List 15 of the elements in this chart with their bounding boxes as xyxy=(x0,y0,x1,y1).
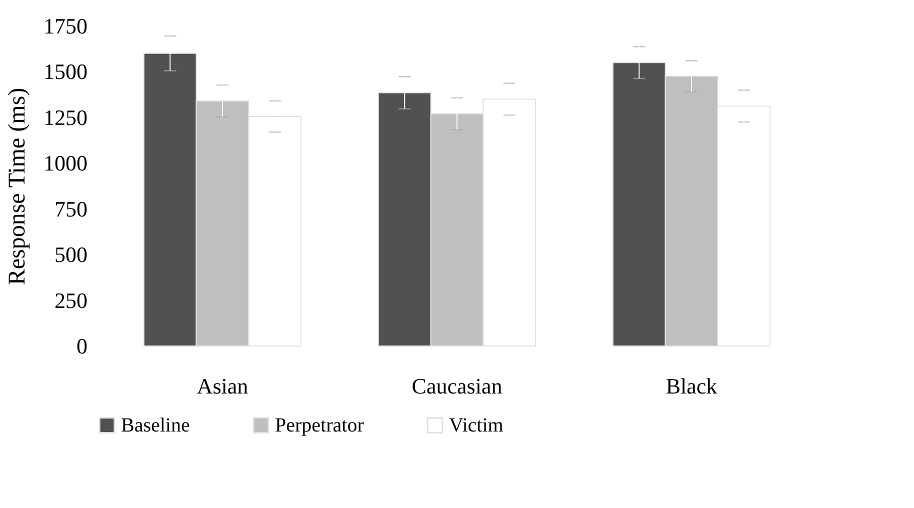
y-tick-label: 250 xyxy=(54,288,88,313)
y-tick-label: 750 xyxy=(54,196,88,222)
legend-label: Perpetrator xyxy=(275,414,364,436)
y-tick-label: 1750 xyxy=(44,14,88,38)
y-axis-title: Response Time (ms) xyxy=(4,88,30,286)
y-tick-label: 1000 xyxy=(44,150,88,176)
legend-label: Victim xyxy=(449,414,504,436)
x-tick-label: Caucasian xyxy=(412,374,502,398)
y-tick-label: 1250 xyxy=(44,104,88,130)
y-tick-label: 0 xyxy=(76,334,88,358)
x-tick-label: Asian xyxy=(196,374,248,398)
y-tick-label: 500 xyxy=(54,242,88,268)
x-tick-label: Black xyxy=(666,374,718,398)
y-tick-label: 1500 xyxy=(44,59,88,84)
legend-label: Baseline xyxy=(121,414,190,436)
